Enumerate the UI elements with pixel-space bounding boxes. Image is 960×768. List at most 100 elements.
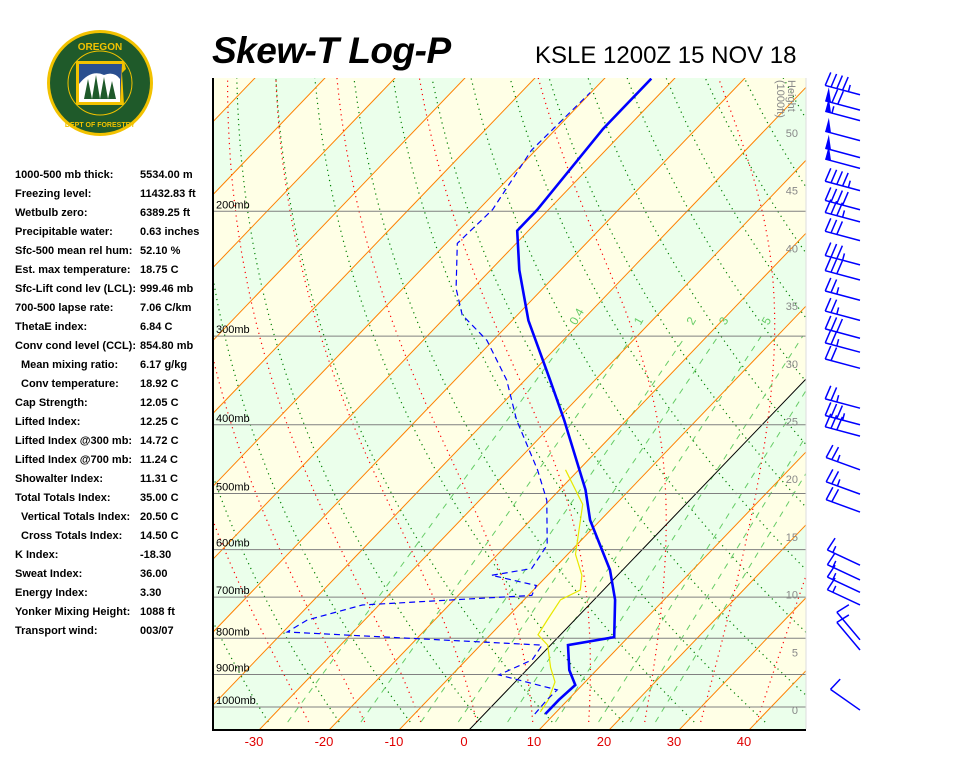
mixing-ratio-line	[598, 389, 806, 723]
stat-row: Yonker Mixing Height: 1088 ft	[15, 606, 220, 625]
pressure-label: 700mb	[216, 585, 250, 597]
temperature-tick-label: 10	[527, 734, 541, 749]
dry-adiabat	[236, 78, 482, 723]
wind-barb-full	[826, 552, 836, 566]
wind-barb	[836, 604, 861, 641]
stat-value: 7.06 C/km	[140, 302, 192, 314]
stat-row: Cross Totals Index: 14.50 C	[15, 530, 220, 549]
stat-row: Precipitable water: 0.63 inches	[15, 226, 220, 245]
temperature-tick-label: 40	[737, 734, 751, 749]
wind-barbs	[824, 72, 861, 711]
stat-value: -18.30	[140, 549, 172, 561]
wind-barb	[825, 117, 861, 142]
wind-barb-staff	[825, 358, 861, 370]
stat-row: Freezing level: 11432.83 ft	[15, 188, 220, 207]
stat-value: 6389.25 ft	[140, 207, 191, 219]
isotherm	[213, 78, 676, 560]
stat-label: K Index:	[15, 549, 59, 561]
wind-barb-full	[824, 345, 832, 360]
wind-barb	[824, 242, 861, 266]
grid-lines	[213, 54, 960, 729]
wind-barb-full	[829, 678, 841, 690]
stat-label: Sfc-Lift cond lev (LCL):	[15, 283, 136, 295]
height-tick-label: 20	[786, 474, 798, 486]
wind-barb-half	[832, 560, 837, 568]
sounding-series	[285, 78, 653, 715]
dry-adiabat	[924, 54, 960, 722]
wind-barb-full	[824, 218, 832, 232]
wind-barb-staff	[825, 456, 861, 471]
stat-label: Sweat Index:	[15, 568, 83, 580]
wind-barb-pennant	[825, 87, 832, 103]
axis-labels: 0.4 1 2 3 5200mb300mb400mb500mb600mb700mb800…	[216, 128, 798, 749]
wind-barb	[826, 537, 861, 566]
stat-label: Showalter Index:	[15, 473, 104, 485]
height-axis-title: Height (1000ft)	[774, 80, 797, 118]
dry-adiabat	[886, 54, 960, 722]
stat-value: 3.30	[140, 587, 162, 599]
wind-barb-full	[825, 444, 834, 458]
pressure-label: 900mb	[216, 663, 250, 675]
height-tick-label: 45	[786, 186, 798, 198]
isotherm	[213, 78, 746, 633]
mixing-ratio-line	[457, 335, 719, 723]
stat-row: 700-500 lapse rate: 7.06 C/km	[15, 302, 220, 321]
wind-barb	[824, 329, 861, 353]
pressure-label: 300mb	[216, 324, 250, 336]
wind-barb	[825, 486, 861, 513]
temperature-tick-label: -30	[245, 734, 264, 749]
stat-value: 6.84 C	[140, 321, 173, 333]
stat-value: 1088 ft	[140, 606, 175, 618]
stat-value: 20.50 C	[140, 511, 179, 523]
wind-barb	[824, 345, 861, 370]
wind-barb-full	[836, 75, 844, 89]
wind-barb	[829, 678, 861, 711]
stat-row: Energy Index: 3.30	[15, 587, 220, 606]
stat-value: 6.17 g/kg	[140, 359, 188, 371]
wind-barb-pennant	[825, 117, 832, 133]
wind-barb-full	[836, 171, 844, 185]
isotherm	[213, 86, 806, 706]
wind-barb	[826, 564, 861, 593]
wind-barb	[825, 444, 861, 471]
stat-label: Freezing level:	[15, 188, 92, 200]
chart-title: Skew-T Log-P	[212, 30, 451, 71]
stat-row: 1000-500 mb thick: 5534.00 m	[15, 169, 220, 188]
height-tick-label: 0	[792, 705, 798, 717]
wind-barb-staff	[825, 100, 861, 111]
stat-label: Transport wind:	[15, 625, 98, 637]
wind-barb-full	[831, 471, 840, 485]
wind-barb	[824, 187, 861, 211]
wind-barb-full	[830, 317, 838, 331]
stat-label: Total Totals Index:	[15, 492, 111, 504]
isotherm	[609, 524, 806, 729]
wind-barb-staff	[825, 499, 861, 513]
wind-barb	[824, 402, 861, 426]
wind-barb	[824, 277, 861, 302]
wind-barb-full	[825, 468, 834, 483]
pressure-label: 200mb	[216, 199, 250, 211]
height-tick-label: 35	[786, 301, 798, 313]
wind-barb-full	[830, 415, 838, 429]
stat-label: 700-500 lapse rate:	[15, 302, 114, 314]
isotherm	[213, 78, 466, 342]
wind-barb-staff	[825, 481, 861, 495]
wind-barb-half	[836, 395, 840, 403]
stat-label: Yonker Mixing Height:	[15, 606, 131, 618]
wind-barb	[824, 167, 861, 192]
wind-barb-full	[824, 315, 832, 330]
wind-barb	[825, 134, 861, 159]
stat-row: Lifted Index @700 mb: 11.24 C	[15, 454, 220, 473]
wind-barb-staff	[830, 688, 861, 711]
dry-adiabat	[809, 54, 960, 722]
station-time-label: KSLE 1200Z 15 NOV 18	[535, 42, 797, 69]
isotherm	[213, 78, 606, 488]
wind-barb-full	[830, 243, 838, 258]
wind-barb	[824, 413, 861, 437]
wind-barb-full	[830, 331, 838, 345]
stat-value: 18.75 C	[140, 264, 179, 276]
wind-barb-full	[836, 245, 844, 259]
stat-row: ThetaE index: 6.84 C	[15, 321, 220, 340]
wind-barb	[824, 257, 861, 281]
mixing-ratio-line	[554, 335, 804, 723]
